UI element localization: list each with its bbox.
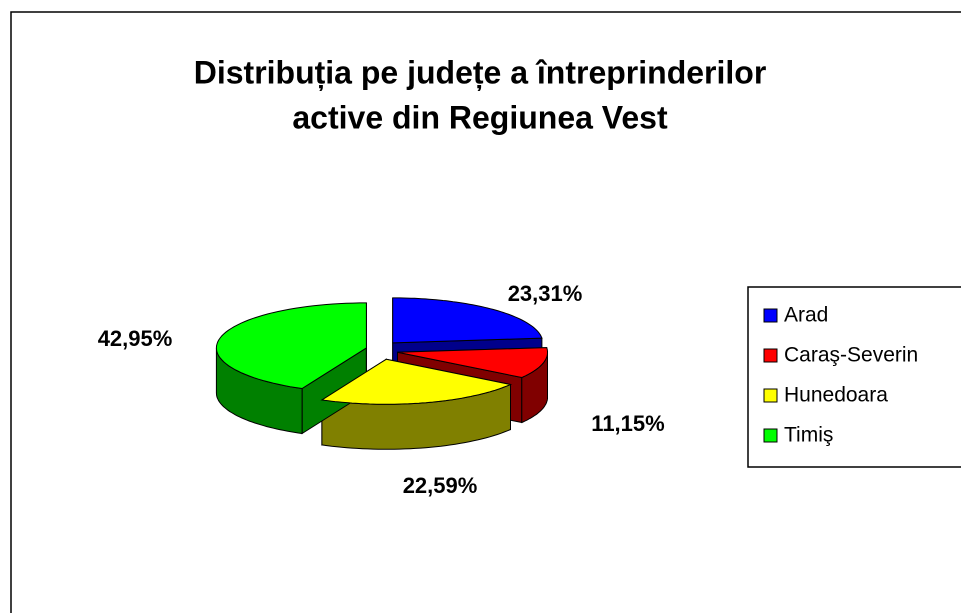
legend-label: Arad — [784, 304, 828, 327]
slice — [397, 347, 548, 379]
slice — [392, 297, 543, 344]
legend-swatch — [763, 428, 778, 443]
data-label: 42,95% — [98, 326, 173, 351]
legend-box — [747, 286, 961, 468]
chart-title: active din Regiunea Vest — [292, 99, 668, 135]
data-label: 22,59% — [403, 473, 478, 498]
data-label: 23,31% — [508, 281, 583, 306]
legend-swatch — [763, 388, 778, 403]
legend-swatch — [763, 348, 778, 363]
legend-swatch — [763, 308, 778, 323]
data-label: 11,15% — [591, 411, 664, 436]
legend-label: Timiş — [784, 424, 833, 447]
legend-label: Hunedoara — [784, 384, 888, 407]
legend-label: Caraş-Severin — [784, 344, 918, 367]
chart-title: Distribuția pe județe a întreprinderilor — [194, 54, 767, 90]
slice — [215, 302, 367, 390]
pie — [215, 297, 548, 450]
slice — [320, 358, 513, 405]
